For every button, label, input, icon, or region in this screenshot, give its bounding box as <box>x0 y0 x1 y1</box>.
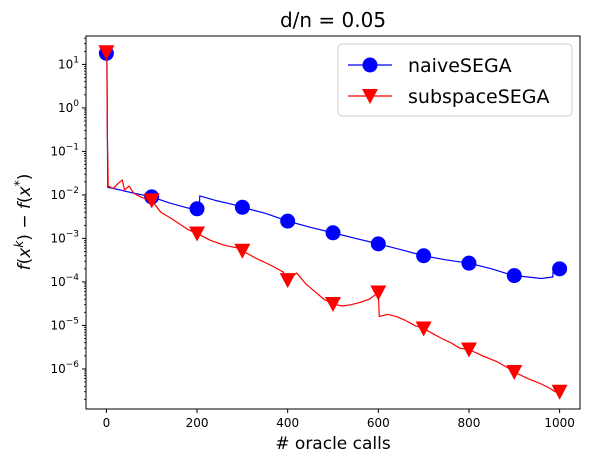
data-point-subspace <box>189 226 206 242</box>
x-tick-label: 400 <box>276 416 299 430</box>
data-point-subspace <box>279 273 296 289</box>
y-tick-label: 10−3 <box>50 229 79 245</box>
data-point-naive <box>370 236 386 252</box>
data-point-subspace <box>551 384 568 400</box>
y-axis-label: f(xk) − f(x*) <box>12 174 35 271</box>
data-point-naive <box>325 225 341 241</box>
chart-title: d/n = 0.05 <box>280 8 386 32</box>
y-tick-label: 101 <box>58 55 79 71</box>
x-tick-label: 0 <box>103 416 111 430</box>
data-point-naive <box>416 248 432 264</box>
data-point-subspace <box>370 285 387 301</box>
legend-label-naive: naiveSEGA <box>408 55 512 77</box>
x-axis-label: # oracle calls <box>275 434 391 454</box>
legend: naiveSEGA subspaceSEGA <box>337 43 573 117</box>
data-point-subspace <box>506 365 523 381</box>
x-tick-label: 800 <box>458 416 481 430</box>
x-tick-label: 1000 <box>544 416 575 430</box>
data-point-subspace <box>234 243 251 259</box>
y-tick-label: 10−2 <box>50 186 79 202</box>
data-point-naive <box>234 199 250 215</box>
y-tick-label: 10−6 <box>50 360 79 376</box>
series-layer <box>98 45 568 400</box>
data-point-subspace <box>143 193 160 209</box>
data-point-subspace <box>325 297 341 313</box>
svg-text:f(xk) − f(x*): f(xk) − f(x*) <box>12 174 35 271</box>
legend-marker-naive <box>362 57 378 73</box>
x-tick-label: 200 <box>186 416 209 430</box>
y-tick-label: 100 <box>58 99 79 115</box>
legend-entry-subspace: subspaceSEGA <box>348 86 550 108</box>
data-point-naive <box>506 268 522 284</box>
x-tick-label: 600 <box>367 416 390 430</box>
y-tick-label: 10−1 <box>50 142 79 158</box>
y-tick-label: 10−5 <box>50 316 79 332</box>
legend-label-subspace: subspaceSEGA <box>408 86 550 108</box>
legend-marker-subspace <box>362 89 378 104</box>
legend-box <box>337 43 573 117</box>
y-tick-label: 10−4 <box>50 273 79 289</box>
data-point-naive <box>461 255 477 271</box>
data-point-subspace <box>415 321 432 337</box>
data-point-subspace <box>460 342 477 358</box>
data-point-naive <box>552 261 568 277</box>
legend-entry-naive: naiveSEGA <box>348 55 512 77</box>
data-point-naive <box>280 213 296 229</box>
data-point-subspace <box>98 45 115 61</box>
plot-frame <box>85 35 581 410</box>
data-point-naive <box>189 201 205 217</box>
